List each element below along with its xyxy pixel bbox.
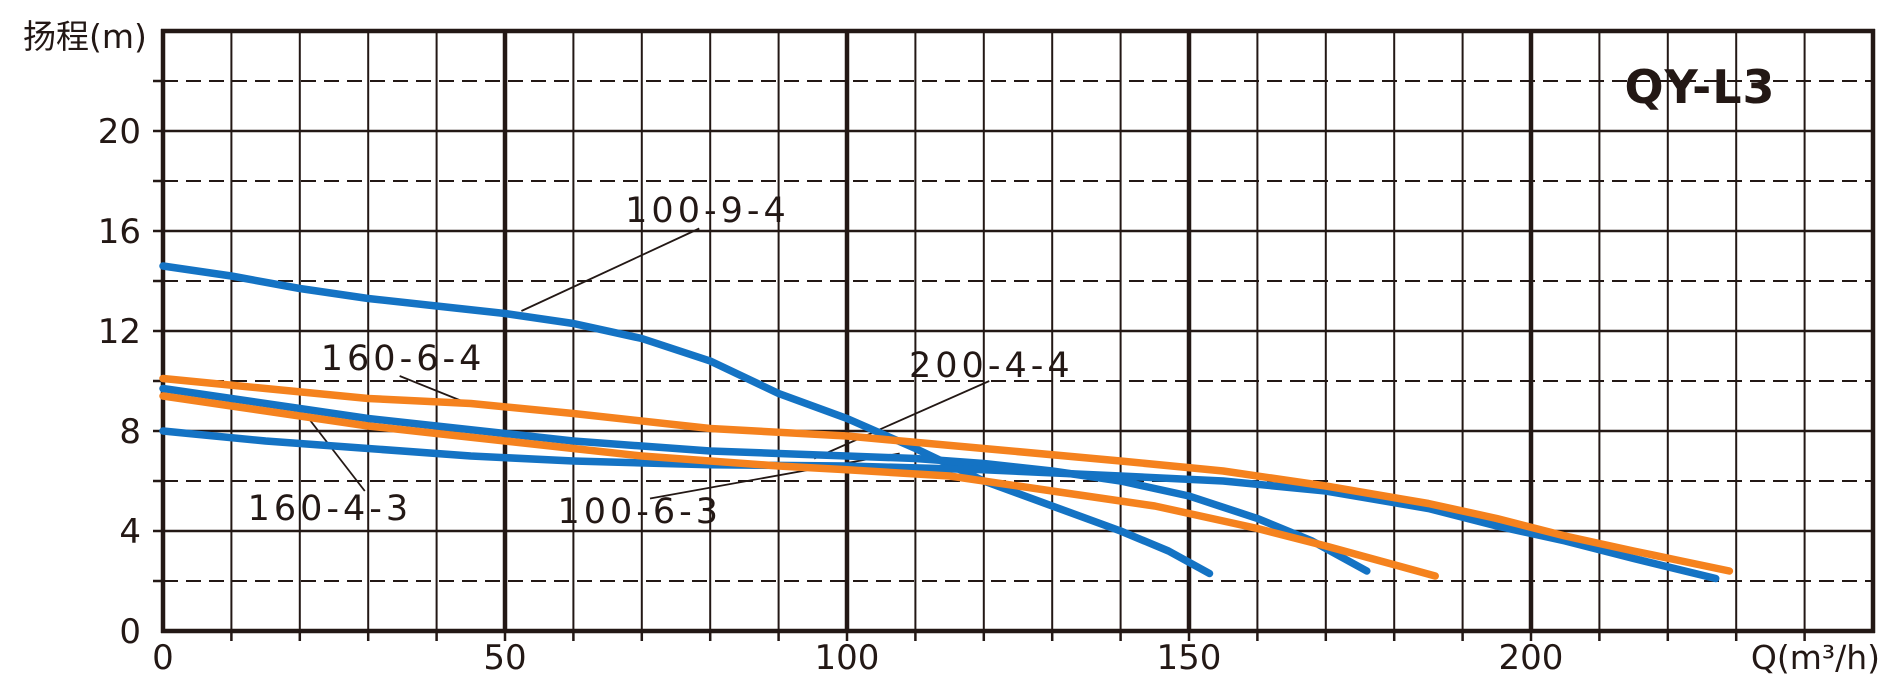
curve-100-9-4 — [159, 262, 1214, 578]
x-tick-label-50: 50 — [483, 638, 526, 678]
curve-label-layer: 100-9-4 160-6-4 200-4-4 160-4-3 100-6-3 — [248, 191, 1074, 532]
curve-160-6-4 — [159, 374, 1734, 575]
y-tick-label-20: 20 — [98, 112, 141, 152]
y-tick-label-16: 16 — [98, 212, 141, 252]
curve-label-100-6-3: 100-6-3 — [557, 492, 722, 532]
curve-200-4-4 — [159, 427, 1720, 583]
curve-label-100-9-4: 100-9-4 — [625, 191, 790, 231]
leader-line-160-6-4 — [399, 375, 469, 405]
leader-line-200-4-4 — [813, 380, 990, 460]
curve-label-160-6-4: 160-6-4 — [321, 339, 486, 379]
grid-layer — [153, 28, 1876, 641]
tick-label-layer: 0 50 100 150 200 0 4 8 12 16 20 — [98, 112, 1564, 678]
x-tick-label-100: 100 — [815, 638, 880, 678]
curve-100-6-3 — [159, 384, 1371, 575]
y-axis-title: 扬程(m) — [23, 17, 147, 56]
curve-160-4-3 — [159, 392, 1439, 580]
leader-line-160-4-3 — [307, 417, 366, 492]
y-tick-label-8: 8 — [119, 412, 141, 452]
y-tick-label-0: 0 — [119, 612, 141, 652]
curves-layer — [159, 262, 1734, 583]
x-tick-label-150: 150 — [1157, 638, 1222, 678]
curve-label-160-4-3: 160-4-3 — [248, 489, 413, 529]
x-tick-label-200: 200 — [1499, 638, 1564, 678]
leader-line-100-6-3 — [649, 452, 900, 500]
chart-model-title: QY-L3 — [1624, 60, 1775, 114]
curve-label-200-4-4: 200-4-4 — [909, 346, 1074, 386]
y-tick-label-4: 4 — [119, 512, 141, 552]
leader-line-100-9-4 — [521, 227, 700, 312]
leader-line-layer — [307, 227, 990, 500]
y-tick-label-12: 12 — [98, 312, 141, 352]
x-axis-title: Q(m³/h) — [1751, 638, 1880, 677]
x-tick-label-0: 0 — [152, 638, 174, 678]
